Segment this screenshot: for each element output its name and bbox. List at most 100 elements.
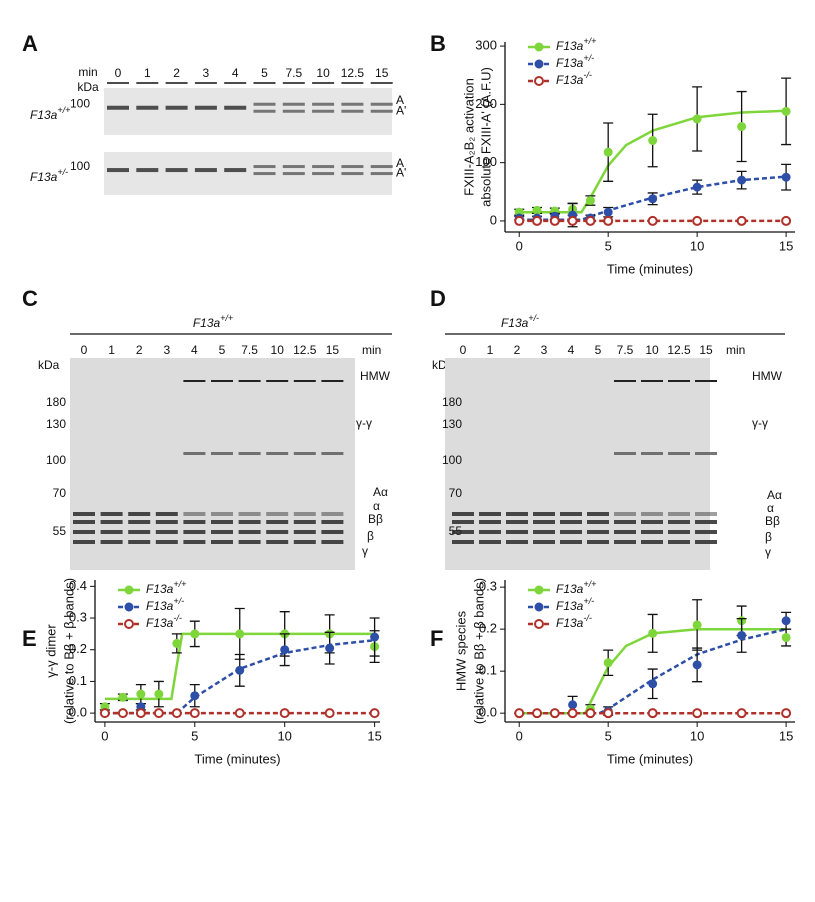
legend-label: F13a-/- (146, 613, 182, 630)
legend-marker (124, 602, 134, 612)
x-tick-label: 0 (516, 728, 523, 743)
gel-image (445, 358, 710, 570)
x-tick-label: 15 (779, 238, 793, 253)
gel-band (668, 540, 690, 544)
gel-band (560, 520, 582, 524)
legend-marker (534, 76, 544, 86)
legend-superscript: +/- (173, 596, 184, 606)
gel-band (155, 512, 178, 516)
gel-band (641, 520, 663, 524)
legend-label: F13a+/+ (146, 579, 186, 596)
gel-band (266, 512, 289, 516)
gel-band (614, 380, 636, 382)
legend-label: F13a+/+ (556, 579, 596, 596)
data-point (585, 196, 595, 206)
lane-label: 2 (514, 343, 521, 357)
x-tick-label: 5 (605, 728, 612, 743)
genotype-superscript: +/- (528, 313, 539, 323)
gel-band (194, 168, 217, 173)
legend-superscript: +/+ (173, 579, 186, 589)
band-label: A (396, 156, 404, 170)
x-tick-label: 10 (690, 238, 704, 253)
unit-label: kDa (77, 80, 99, 94)
gel-band (253, 172, 276, 176)
gel-band (370, 109, 393, 113)
y-tick-label: 0.1 (479, 663, 497, 678)
gel-band (560, 540, 582, 544)
gel-band (614, 540, 636, 544)
legend-marker (124, 585, 134, 595)
lane-label: 12.5 (667, 343, 691, 357)
gel-band (312, 165, 335, 169)
legend-marker (534, 602, 544, 612)
legend-marker (534, 585, 544, 595)
gel-band (695, 380, 717, 382)
gel-band (100, 530, 123, 534)
band-label: γ-γ (752, 416, 768, 430)
panel-label: D (430, 286, 446, 311)
marker-label: 100 (442, 453, 462, 467)
gel-band (293, 540, 316, 544)
gel-band (128, 520, 151, 524)
marker-label: 180 (442, 395, 462, 409)
data-point (567, 215, 578, 226)
genotype-label: F13a+/- (30, 167, 68, 184)
x-tick-label: 0 (516, 238, 523, 253)
y-axis-label: (relative to Bβ + β bands) (471, 578, 486, 724)
y-axis-label: (relative to Bβ + β bands) (61, 578, 76, 724)
lane-label: 15 (326, 343, 340, 357)
panel-label: B (430, 31, 446, 56)
lane-label: 12.5 (293, 343, 317, 357)
data-point (648, 628, 658, 638)
gel-band (107, 105, 129, 110)
gel-band (321, 520, 344, 524)
gel-band (479, 520, 501, 524)
gel-band (224, 168, 247, 173)
gel-band (107, 168, 129, 173)
data-point (235, 629, 245, 639)
gel-band (183, 540, 206, 544)
band-label: γ (362, 544, 368, 558)
band-label: A' (396, 104, 406, 118)
lane-label: 4 (191, 343, 198, 357)
data-point (369, 708, 380, 719)
gel-band (614, 452, 636, 455)
gel-band (479, 512, 501, 516)
data-point (172, 638, 182, 648)
data-point (692, 660, 702, 670)
gel-band (293, 452, 316, 455)
genotype-label: F13a+/- (501, 313, 539, 330)
genotype-superscript: +/- (57, 167, 68, 177)
lane-label: 5 (595, 343, 602, 357)
gel-band (100, 520, 123, 524)
gel-band (293, 512, 316, 516)
gel-band (321, 540, 344, 544)
data-point (781, 215, 792, 226)
gel-band (266, 520, 289, 524)
data-point (99, 708, 110, 719)
band-label: Aα (767, 488, 782, 502)
data-point (737, 630, 747, 640)
legend-marker (124, 619, 134, 629)
gel-band (452, 512, 474, 516)
lane-label: 3 (163, 343, 170, 357)
gel-band (238, 540, 261, 544)
data-point (190, 691, 200, 701)
data-point (190, 629, 200, 639)
data-point (781, 172, 791, 182)
data-point (118, 692, 128, 702)
gel-band (695, 512, 717, 516)
panel-label: F (430, 626, 443, 651)
gel-band (211, 512, 233, 516)
data-point (153, 708, 164, 719)
y-tick-label: 0.0 (479, 705, 497, 720)
gel-band (211, 380, 233, 382)
gel-band (479, 530, 501, 534)
gel-band (533, 540, 555, 544)
gel-band (587, 512, 609, 516)
y-tick-label: 100 (475, 154, 497, 169)
legend-name: F13a (556, 599, 584, 613)
unit-label: kDa (38, 358, 60, 372)
legend-superscript: +/- (583, 53, 594, 63)
y-tick-label: 0.3 (69, 609, 87, 624)
